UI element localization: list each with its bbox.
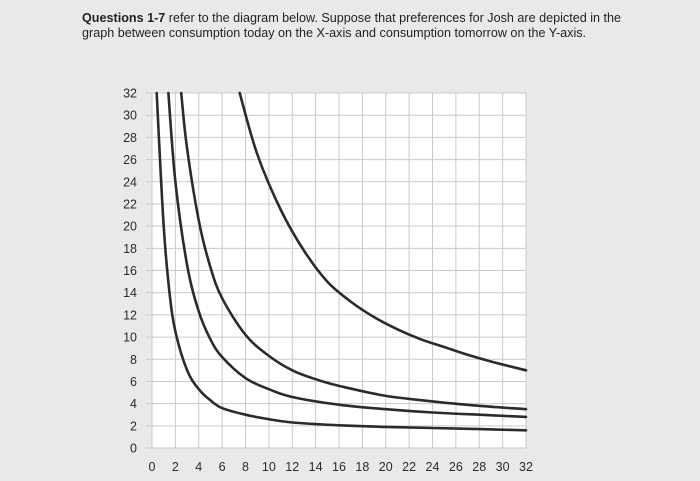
x-tick-label: 4 xyxy=(195,460,202,474)
x-tick-label: 24 xyxy=(426,460,440,474)
question-text: Questions 1-7 refer to the diagram below… xyxy=(82,11,647,40)
x-tick-label: 12 xyxy=(285,460,299,474)
x-tick-labels: 0 2 4 6 8 10 12 14 16 18 20 22 24 26 28 30 32 xyxy=(149,460,533,474)
x-tick-label: 0 xyxy=(149,460,156,474)
x-tick-label: 30 xyxy=(496,460,510,474)
x-tick-label: 18 xyxy=(355,460,369,474)
x-tick-label: 10 xyxy=(262,460,276,474)
y-tick-label: 22 xyxy=(123,197,137,211)
indifference-curve-3 xyxy=(179,91,528,411)
y-tick-label: 16 xyxy=(123,264,137,278)
x-tick-label: 28 xyxy=(472,460,486,474)
y-tick-label: 24 xyxy=(123,175,137,189)
x-tick-label: 20 xyxy=(379,460,393,474)
indifference-curves xyxy=(155,91,528,432)
x-tick-label: 2 xyxy=(172,460,179,474)
x-tick-label: 26 xyxy=(449,460,463,474)
y-tick-label: 20 xyxy=(123,220,137,234)
x-tick-label: 8 xyxy=(242,460,249,474)
indifference-curve-4 xyxy=(238,91,528,372)
y-tick-label: 10 xyxy=(123,331,137,345)
y-tick-label: 2 xyxy=(130,419,137,433)
y-tick-label: 6 xyxy=(130,375,137,389)
indifference-curve-1 xyxy=(155,91,528,432)
x-tick-label: 16 xyxy=(332,460,346,474)
indifference-curve-2 xyxy=(167,91,528,419)
y-tick-label: 12 xyxy=(123,308,137,322)
x-tick-label: 14 xyxy=(309,460,323,474)
x-tick-label: 22 xyxy=(402,460,416,474)
y-tick-label: 30 xyxy=(123,109,137,123)
y-tick-label: 8 xyxy=(130,353,137,367)
y-tick-label: 14 xyxy=(123,286,137,300)
question-heading: Questions 1-7 xyxy=(82,11,166,25)
y-tick-label: 4 xyxy=(130,397,137,411)
x-tick-label: 6 xyxy=(219,460,226,474)
y-tick-label: 32 xyxy=(123,87,137,101)
question-body: refer to the diagram below. Suppose that… xyxy=(82,11,622,40)
x-tick-label: 32 xyxy=(519,460,533,474)
y-tick-label: 0 xyxy=(130,442,137,456)
y-tick-label: 26 xyxy=(123,153,137,167)
y-tick-label: 28 xyxy=(123,131,137,145)
y-tick-label: 18 xyxy=(123,242,137,256)
